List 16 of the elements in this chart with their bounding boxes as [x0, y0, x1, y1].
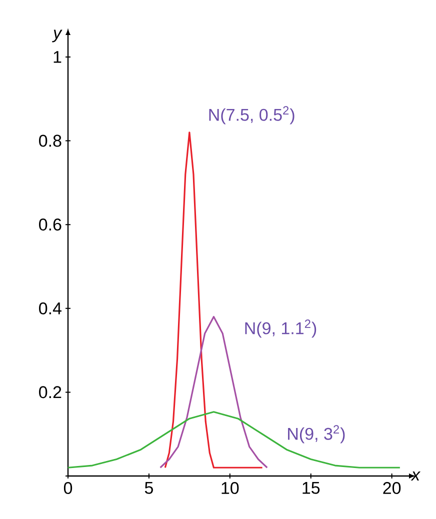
annotation: N(9, 3$^{2}$) — [288, 425, 345, 444]
x-tick-label: 15 — [302, 482, 320, 494]
y-tick-label: 0.4 — [39, 302, 62, 314]
y-tick-label: 0.8 — [39, 134, 62, 147]
annotation: N(7.5, 0.5$^{2}$) — [209, 106, 294, 124]
x-axis-title: x — [410, 472, 421, 480]
y-tick-label: 0.2 — [39, 386, 62, 398]
y-tick-label: 1 — [54, 51, 62, 63]
x-tick-label: 20 — [383, 482, 401, 494]
x-tick-label: 5 — [144, 482, 153, 494]
y-axis-title: y — [52, 30, 62, 42]
y-tick-label: 0.6 — [39, 218, 62, 231]
line-series — [67, 411, 401, 468]
x-tick-label: 0 — [64, 482, 72, 494]
x-tick-label: 10 — [222, 482, 239, 494]
annotation: N(9, 1.1$^{2}$) — [245, 320, 316, 338]
